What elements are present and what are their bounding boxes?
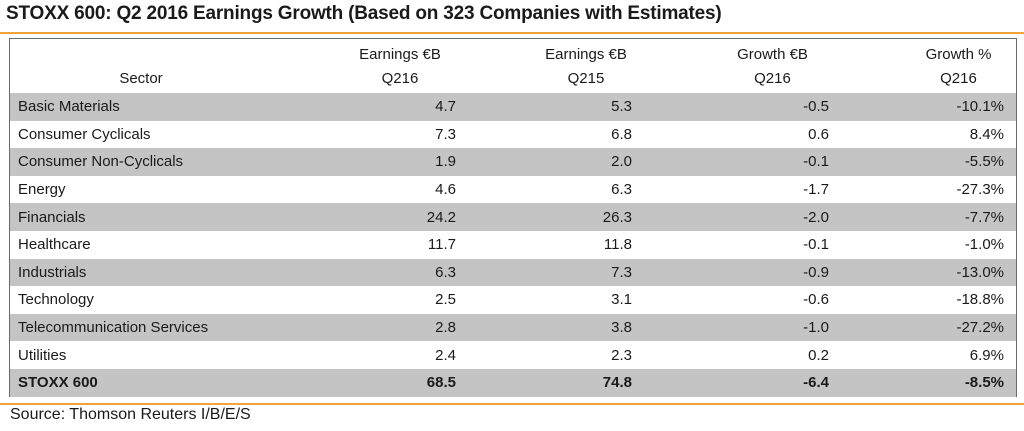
cell-growth-pct: -18.8% — [956, 291, 1004, 309]
cell-earnings-q215: 11.8 — [603, 236, 632, 254]
cell-growth-eur: -2.0 — [644, 203, 841, 231]
header-line-2: Q216 — [940, 70, 977, 87]
cell-earnings-q215: 74.8 — [468, 368, 644, 397]
cell-earnings-q216: 2.8 — [272, 313, 468, 342]
column-header-sector: Sector — [119, 70, 163, 87]
cell-sector: STOXX 600 — [10, 368, 272, 397]
cell-earnings-q215: 6.8 — [611, 125, 632, 143]
table-row: Consumer Non-Cyclicals 1.9 2.0 -0.1 -5.5… — [10, 148, 1016, 176]
table-row: Industrials 6.3 7.3 -0.9 -13.0% — [10, 258, 1016, 287]
cell-earnings-q216: 1.9 — [272, 148, 468, 176]
header-line-1: Earnings €B — [359, 46, 441, 63]
cell-earnings-q216: 68.5 — [272, 368, 468, 397]
cell-sector: Consumer Non-Cyclicals — [10, 148, 272, 176]
table-row: Telecommunication Services 2.8 3.8 -1.0 … — [10, 313, 1016, 342]
cell-growth-pct: -7.7% — [841, 203, 1016, 231]
cell-growth-pct: 8.4% — [969, 125, 1004, 143]
table-row: Technology 2.5 3.1 -0.6 -18.8% — [10, 286, 1016, 314]
cell-growth-pct: -10.1% — [841, 93, 1016, 121]
cell-earnings-q215: 3.8 — [468, 313, 644, 342]
cell-growth-eur: -0.9 — [644, 258, 841, 287]
cell-earnings-q215: 5.3 — [468, 93, 644, 121]
cell-earnings-q215: 26.3 — [468, 203, 644, 231]
cell-growth-pct: -1.0% — [964, 236, 1004, 254]
bottom-accent-rule — [0, 403, 1024, 405]
header-line-2: Q216 — [754, 70, 791, 87]
table-row: Energy 4.6 6.3 -1.7 -27.3% — [10, 176, 1016, 204]
cell-growth-eur: 0.6 — [808, 125, 829, 143]
cell-earnings-q215: 2.0 — [468, 148, 644, 176]
cell-sector: Financials — [10, 203, 272, 231]
cell-growth-pct: -27.3% — [956, 181, 1004, 199]
table-body: Basic Materials 4.7 5.3 -0.5 -10.1% Cons… — [10, 93, 1016, 397]
total-row: STOXX 600 68.5 74.8 -6.4 -8.5% — [10, 368, 1016, 397]
cell-sector: Telecommunication Services — [10, 313, 272, 342]
cell-earnings-q216: 4.6 — [435, 181, 456, 199]
header-line-1: Growth €B — [737, 46, 808, 63]
cell-growth-eur: -0.1 — [644, 148, 841, 176]
cell-earnings-q216: 2.4 — [435, 346, 456, 364]
table-row: Utilities 2.4 2.3 0.2 6.9% — [10, 341, 1016, 369]
table-header: Sector Earnings €B Q216 Earnings €B Q215… — [10, 39, 1016, 93]
cell-earnings-q216: 24.2 — [272, 203, 468, 231]
table-row: Consumer Cyclicals 7.3 6.8 0.6 8.4% — [10, 121, 1016, 149]
earnings-table: Sector Earnings €B Q216 Earnings €B Q215… — [10, 39, 1016, 397]
cell-earnings-q216: 4.7 — [272, 93, 468, 121]
cell-growth-eur: -0.1 — [803, 236, 829, 254]
cell-sector: Healthcare — [18, 236, 91, 254]
column-header-earnings-q215: Earnings €B Q215 — [468, 39, 644, 93]
cell-earnings-q215: 7.3 — [468, 258, 644, 287]
cell-earnings-q216: 11.7 — [427, 236, 456, 254]
table-row: Basic Materials 4.7 5.3 -0.5 -10.1% — [10, 93, 1016, 121]
cell-sector: Energy — [18, 181, 66, 199]
cell-earnings-q215: 6.3 — [611, 181, 632, 199]
cell-sector: Utilities — [18, 346, 67, 364]
cell-growth-eur: -6.4 — [644, 368, 841, 397]
cell-growth-pct: -8.5% — [841, 368, 1016, 397]
column-header-earnings-q216: Earnings €B Q216 — [272, 39, 468, 93]
cell-earnings-q216: 7.3 — [435, 125, 456, 143]
cell-growth-eur: 0.2 — [808, 346, 829, 364]
table-row: Healthcare 11.7 11.8 -0.1 -1.0% — [10, 231, 1016, 259]
cell-growth-eur: -0.5 — [644, 93, 841, 121]
column-header-growth-pct: Growth % Q216 — [841, 39, 1016, 93]
cell-earnings-q215: 2.3 — [611, 346, 632, 364]
cell-growth-eur: -0.6 — [803, 291, 829, 309]
cell-earnings-q215: 3.1 — [611, 291, 632, 309]
cell-earnings-q216: 2.5 — [435, 291, 456, 309]
column-header-growth-eur: Growth €B Q216 — [644, 39, 841, 93]
cell-growth-pct: -27.2% — [841, 313, 1016, 342]
cell-growth-pct: -5.5% — [841, 148, 1016, 176]
cell-sector: Consumer Cyclicals — [18, 125, 151, 143]
table-row: Financials 24.2 26.3 -2.0 -7.7% — [10, 203, 1016, 231]
cell-growth-pct: 6.9% — [969, 346, 1004, 364]
cell-growth-eur: -1.0 — [644, 313, 841, 342]
cell-growth-pct: -13.0% — [841, 258, 1016, 287]
cell-earnings-q216: 6.3 — [272, 258, 468, 287]
cell-sector: Technology — [18, 291, 94, 309]
header-line-1: Growth % — [925, 46, 992, 63]
header-line-2: Q215 — [567, 70, 605, 87]
header-line-2: Q216 — [381, 70, 419, 87]
cell-growth-eur: -1.7 — [803, 181, 829, 199]
top-accent-rule — [0, 32, 1024, 34]
header-line-1: Earnings €B — [545, 46, 627, 63]
table-title: STOXX 600: Q2 2016 Earnings Growth (Base… — [6, 3, 722, 24]
cell-sector: Industrials — [10, 258, 272, 287]
source-note: Source: Thomson Reuters I/B/E/S — [10, 406, 251, 423]
cell-sector: Basic Materials — [10, 93, 272, 121]
